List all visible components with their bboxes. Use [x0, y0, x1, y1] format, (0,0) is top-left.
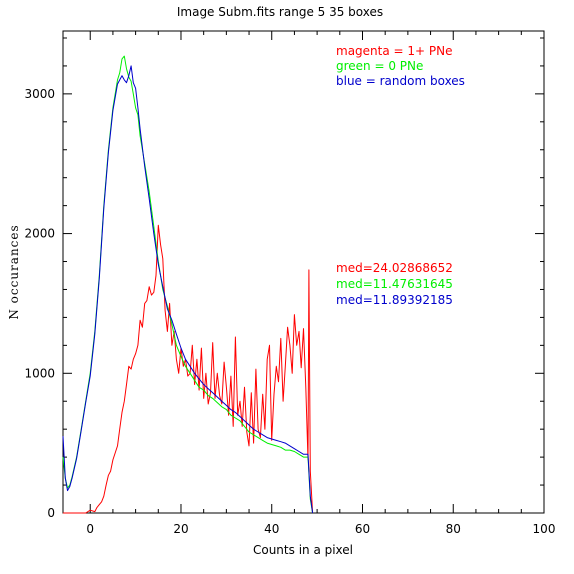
- chart-title: Image Subm.fits range 5 35 boxes: [177, 5, 383, 19]
- legend-entry-magenta: magenta = 1+ PNe: [336, 44, 453, 58]
- y-axis-ticks: 0 1000 2000 3000: [24, 37, 544, 520]
- series-layer: [62, 55, 314, 514]
- series-line-magenta: [63, 224, 314, 514]
- y-tick-label: 2000: [24, 227, 55, 241]
- x-axis-ticks: 0 20 40 60 80 100: [86, 31, 555, 536]
- x-tick-label: 100: [533, 522, 556, 536]
- x-axis-label: Counts in a pixel: [253, 543, 353, 557]
- median-label-magenta: med=24.02868652: [336, 261, 453, 275]
- x-tick-label: 0: [86, 522, 94, 536]
- median-annotations: med=24.02868652 med=11.47631645 med=11.8…: [336, 261, 453, 307]
- median-label-blue: med=11.89392185: [336, 293, 453, 307]
- y-tick-label: 0: [47, 506, 55, 520]
- legend-entry-blue: blue = random boxes: [336, 74, 465, 88]
- plot-frame: [62, 30, 545, 514]
- x-tick-label: 40: [264, 522, 279, 536]
- series-line-blue: [62, 65, 314, 514]
- y-tick-label: 3000: [24, 87, 55, 101]
- x-tick-label: 60: [355, 522, 370, 536]
- legend: magenta = 1+ PNe green = 0 PNe blue = ra…: [336, 44, 465, 88]
- legend-entry-green: green = 0 PNe: [336, 59, 423, 73]
- median-label-green: med=11.47631645: [336, 277, 453, 291]
- y-axis-label: N occurances: [7, 224, 21, 319]
- x-tick-label: 80: [446, 522, 461, 536]
- x-tick-label: 20: [173, 522, 188, 536]
- y-tick-label: 1000: [24, 366, 55, 380]
